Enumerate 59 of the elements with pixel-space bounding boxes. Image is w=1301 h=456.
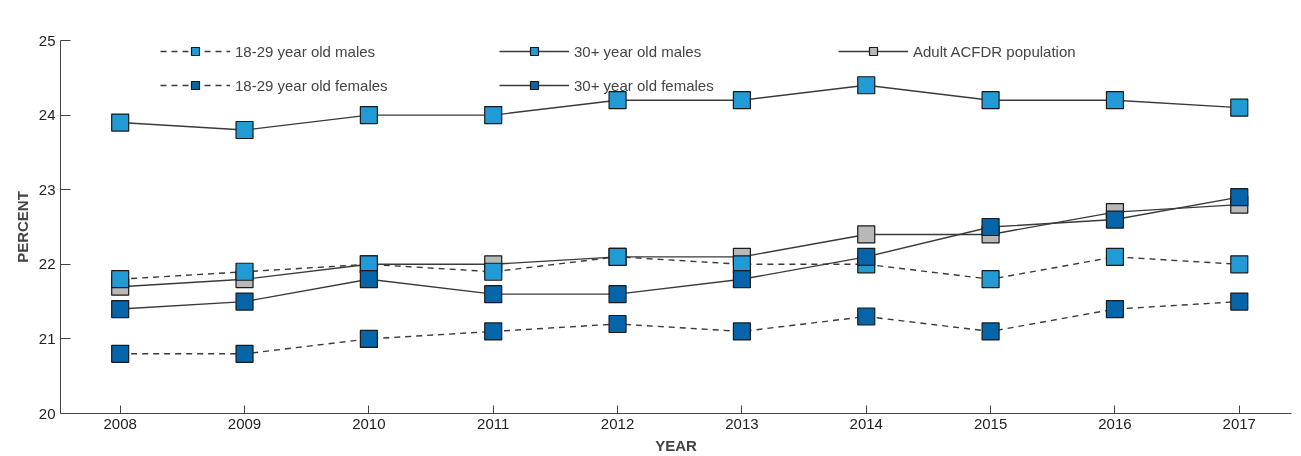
point [981,270,1000,289]
x-tick-label: 2011 [477,414,510,432]
x-tick-label: 2013 [725,414,759,432]
point [235,262,254,281]
point [111,299,130,319]
legend-label: Adult ACFDR population [913,42,1077,60]
legend-label: 18-29 year old males [235,42,377,60]
point [732,270,751,289]
point [484,262,503,281]
point [1105,247,1125,266]
y-axis-title: PERCENT [13,191,31,263]
point [1230,255,1249,274]
x-tick-label: 2009 [227,414,262,432]
point [857,307,876,326]
point [1105,299,1125,319]
point [981,322,1000,341]
y-tick-label: 20 [38,404,56,422]
point [1105,91,1125,110]
point [981,91,1000,110]
point [857,247,876,266]
point [608,314,627,334]
y-tick-label: 22 [38,255,56,273]
point [359,106,378,125]
y-tick-label: 23 [38,180,56,198]
x-tick-label: 2014 [849,414,883,432]
point [484,106,503,125]
legend-label: 18-29 year old females [235,76,389,94]
x-tick-label: 2015 [973,414,1008,432]
point [732,91,751,110]
x-tick-label: 2012 [600,414,635,432]
point [359,329,378,348]
y-tick-label: 24 [38,106,56,124]
point [857,225,876,244]
legend-label: 30+ year old females [574,76,715,94]
point [608,285,627,304]
point [484,285,503,304]
point [1230,188,1249,207]
point [732,322,751,341]
point [1230,292,1249,311]
point [1230,98,1249,117]
point [857,76,876,95]
x-tick-label: 2016 [1098,414,1132,432]
point [235,344,254,363]
point [235,120,254,140]
point [111,113,130,132]
legend-label: 30+ year old males [574,42,703,60]
point [484,322,503,341]
point [981,217,1000,237]
x-tick-label: 2017 [1222,414,1256,432]
point [235,292,254,311]
point [111,344,130,363]
x-axis-title: YEAR [655,436,697,454]
x-tick-label: 2008 [103,414,137,432]
y-tick-label: 25 [38,31,56,49]
x-tick-label: 2010 [352,414,386,432]
y-tick-label: 21 [38,329,56,347]
point [359,270,378,289]
point [111,270,130,289]
point [1105,210,1125,229]
